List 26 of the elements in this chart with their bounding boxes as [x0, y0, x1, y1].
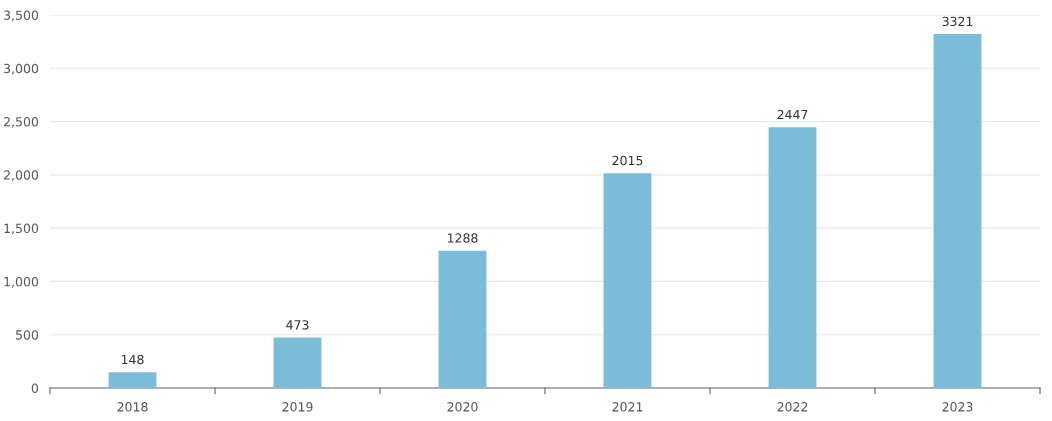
y-tick-label: 3,500 — [4, 10, 39, 22]
y-tick-label: 2,000 — [4, 170, 39, 182]
y-tick-label: 2,500 — [4, 117, 39, 128]
data-label: 1288 — [447, 233, 478, 243]
y-tick-label: 1,500 — [4, 223, 39, 235]
bar — [933, 34, 982, 388]
x-tick-label: 2020 — [447, 402, 478, 412]
x-tick-label: 2018 — [117, 402, 148, 412]
x-tick-label: 2022 — [777, 402, 808, 412]
bar — [438, 250, 487, 388]
y-tick-label: 3,000 — [4, 63, 39, 75]
y-tick-label: 500 — [15, 330, 39, 340]
data-label: 3321 — [942, 16, 973, 27]
x-tick-label: 2021 — [612, 402, 643, 412]
y-tick-label: 1,000 — [4, 276, 39, 288]
y-tick-label: 0 — [31, 383, 39, 393]
bar — [108, 372, 157, 388]
bar — [273, 337, 322, 388]
data-label: 2015 — [612, 155, 643, 166]
bar — [603, 173, 652, 388]
bar — [768, 127, 817, 388]
x-tick-label: 2019 — [282, 402, 313, 412]
data-label: 148 — [121, 354, 144, 365]
data-label: 2447 — [777, 109, 808, 120]
data-label: 473 — [286, 320, 309, 330]
x-tick-label: 2023 — [942, 402, 973, 412]
